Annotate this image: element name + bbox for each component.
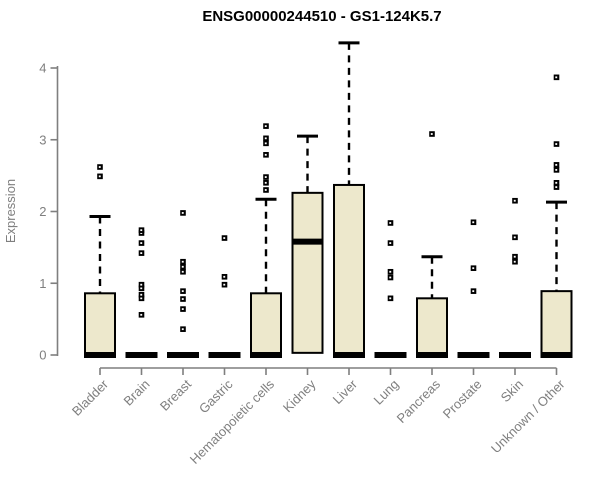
- x-category-label: Lung: [371, 377, 402, 408]
- outlier-point-hole: [389, 242, 392, 244]
- outlier-point-hole: [472, 267, 475, 270]
- outlier-point-hole: [140, 232, 143, 234]
- outlier-point-hole: [264, 142, 267, 145]
- plot-layer: [84, 41, 573, 358]
- outlier-point-hole: [140, 229, 143, 232]
- median-line: [84, 352, 116, 358]
- outlier-point-hole: [389, 276, 392, 279]
- outlier-point-hole: [140, 252, 143, 255]
- y-tick-label: 1: [39, 276, 46, 291]
- outlier-point-hole: [181, 328, 184, 331]
- outlier-point-hole: [555, 143, 558, 145]
- outlier-point-hole: [140, 293, 143, 296]
- box-liver: [333, 183, 365, 356]
- outlier-point-hole: [264, 176, 267, 178]
- outlier-point-hole: [555, 186, 558, 189]
- box-kidney: [291, 191, 324, 354]
- outlier-point-hole: [140, 287, 143, 290]
- outlier-point-hole: [389, 297, 392, 300]
- outlier-point-hole: [264, 137, 267, 140]
- x-category-label: Skin: [498, 377, 526, 405]
- median-line: [167, 352, 199, 358]
- x-category-label: Brain: [121, 377, 153, 409]
- median-line: [540, 352, 573, 358]
- outlier-point-hole: [264, 181, 267, 184]
- outlier-point-hole: [181, 270, 184, 273]
- median-line: [333, 352, 365, 358]
- outlier-point-hole: [181, 308, 184, 310]
- x-category-label: Pancreas: [394, 376, 444, 426]
- outlier-point-hole: [98, 166, 101, 168]
- y-axis-label: Expression: [3, 179, 18, 243]
- chart-title: ENSG00000244510 - GS1-124K5.7: [202, 8, 441, 25]
- y-tick-label: 2: [39, 204, 46, 219]
- outlier-point-hole: [223, 237, 226, 239]
- outlier-point-hole: [555, 181, 558, 184]
- outlier-point-hole: [181, 298, 184, 300]
- y-tick-label: 4: [39, 61, 46, 76]
- outlier-point-hole: [472, 221, 475, 224]
- median-line: [125, 352, 158, 358]
- box-bladder: [84, 292, 116, 357]
- median-line: [374, 352, 407, 358]
- x-category-label: Breast: [157, 376, 194, 413]
- outlier-point-hole: [472, 290, 475, 293]
- y-tick-label: 3: [39, 132, 46, 147]
- outlier-point-hole: [140, 283, 143, 286]
- median-line: [208, 352, 241, 358]
- x-category-label: Bladder: [69, 376, 112, 419]
- outlier-point-hole: [98, 175, 101, 178]
- outlier-point-hole: [181, 290, 184, 293]
- outlier-point-hole: [264, 125, 267, 128]
- x-category-label: Liver: [330, 376, 361, 407]
- x-category-label: Prostate: [440, 377, 485, 422]
- outlier-point-hole: [513, 199, 516, 202]
- box-hematopoietic-cells: [250, 292, 282, 357]
- outlier-point-hole: [555, 76, 558, 79]
- x-category-label: Unknown / Other: [488, 376, 568, 456]
- outlier-point-hole: [140, 242, 143, 244]
- outlier-point-hole: [555, 163, 558, 166]
- x-category-label: Gastric: [196, 376, 236, 416]
- outlier-point-hole: [389, 222, 392, 224]
- outlier-point-hole: [140, 297, 143, 300]
- outlier-point-hole: [223, 283, 226, 286]
- outlier-point-hole: [513, 255, 516, 258]
- outlier-point-hole: [264, 189, 267, 191]
- median-line: [250, 352, 282, 358]
- outlier-point-hole: [555, 168, 558, 171]
- outlier-point-hole: [181, 265, 184, 268]
- outlier-point-hole: [389, 270, 392, 273]
- y-tick-label: 0: [39, 348, 46, 363]
- outlier-point-hole: [181, 260, 184, 263]
- outlier-point-hole: [264, 153, 267, 156]
- outlier-point-hole: [223, 275, 226, 278]
- median-line: [416, 352, 448, 358]
- outlier-point-hole: [181, 212, 184, 214]
- median-line: [291, 238, 324, 245]
- outlier-point-hole: [430, 133, 433, 135]
- outlier-point-hole: [513, 236, 516, 239]
- outlier-point-hole: [140, 313, 143, 316]
- median-line: [499, 352, 531, 358]
- box-unknown-other: [540, 290, 573, 356]
- box-pancreas: [416, 297, 448, 357]
- median-line: [457, 352, 490, 358]
- outlier-point-hole: [513, 260, 516, 263]
- x-category-label: Kidney: [280, 376, 319, 415]
